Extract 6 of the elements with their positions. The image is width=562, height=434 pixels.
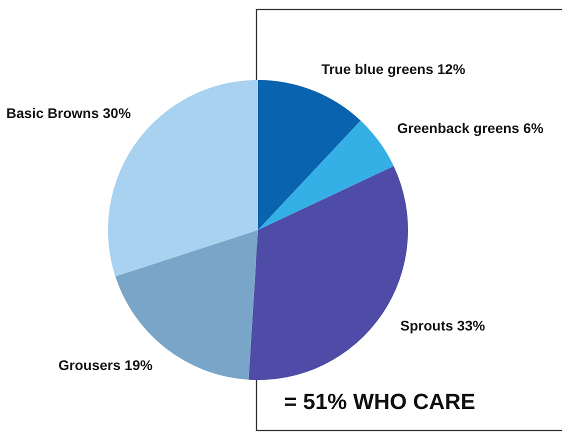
slice-label: Sprouts 33%: [400, 318, 486, 334]
slice-label: Greenback greens 6%: [397, 120, 544, 136]
slice-label: Basic Browns 30%: [6, 105, 132, 122]
slice-label: True blue greens 12%: [321, 60, 466, 77]
text: = 51% WHO CARE: [284, 389, 476, 414]
slice-label: Grousers 19%: [58, 356, 154, 373]
